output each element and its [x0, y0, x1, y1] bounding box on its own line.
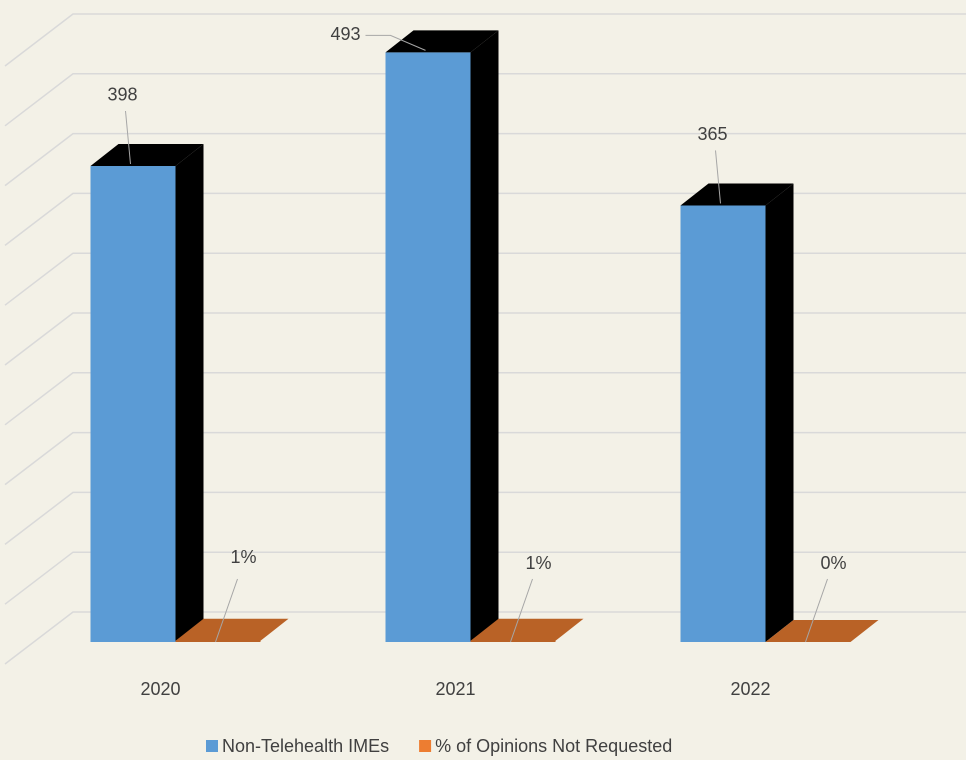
legend-label: % of Opinions Not Requested [435, 736, 672, 756]
x-tick-label: 2020 [140, 679, 180, 699]
grid-line [4, 132, 966, 187]
grid-line [4, 312, 966, 366]
data-label: 398 [107, 85, 137, 105]
data-label: 493 [330, 24, 360, 44]
bar-top [90, 143, 204, 166]
grid-line [4, 491, 966, 545]
grid-line [4, 611, 966, 665]
grid-line [4, 431, 966, 486]
bar-top [680, 183, 794, 206]
legend-swatch [206, 740, 218, 752]
legend-label: Non-Telehealth IMEs [222, 736, 389, 756]
legend-swatch [419, 740, 432, 752]
leader-line [510, 578, 533, 643]
grid-line [4, 192, 966, 246]
bar [470, 618, 584, 642]
bar [175, 618, 289, 642]
data-label: 1% [230, 547, 256, 567]
bar [90, 143, 204, 642]
bar [765, 620, 879, 642]
bar-side [175, 143, 204, 642]
x-tick-label: 2022 [730, 679, 770, 699]
leader-line [215, 578, 238, 643]
bar-front [385, 52, 471, 642]
grid-line [4, 252, 966, 306]
grid-line [4, 372, 966, 426]
leader-line [125, 110, 131, 165]
bar-front [680, 205, 766, 642]
grid-line [4, 13, 966, 67]
bar-side [765, 183, 794, 642]
bar-side [470, 30, 499, 642]
leader-line [715, 150, 721, 204]
data-label: 1% [525, 553, 551, 573]
bar-top [385, 30, 499, 53]
leader-line [365, 34, 426, 51]
grid-line [4, 73, 966, 127]
bar [385, 30, 499, 642]
bar [680, 183, 794, 642]
data-label: 0% [820, 553, 846, 573]
grid-line [4, 551, 966, 605]
leader-line [805, 578, 828, 643]
data-label: 365 [697, 124, 727, 144]
x-tick-label: 2021 [435, 679, 475, 699]
bar-front [90, 165, 176, 642]
